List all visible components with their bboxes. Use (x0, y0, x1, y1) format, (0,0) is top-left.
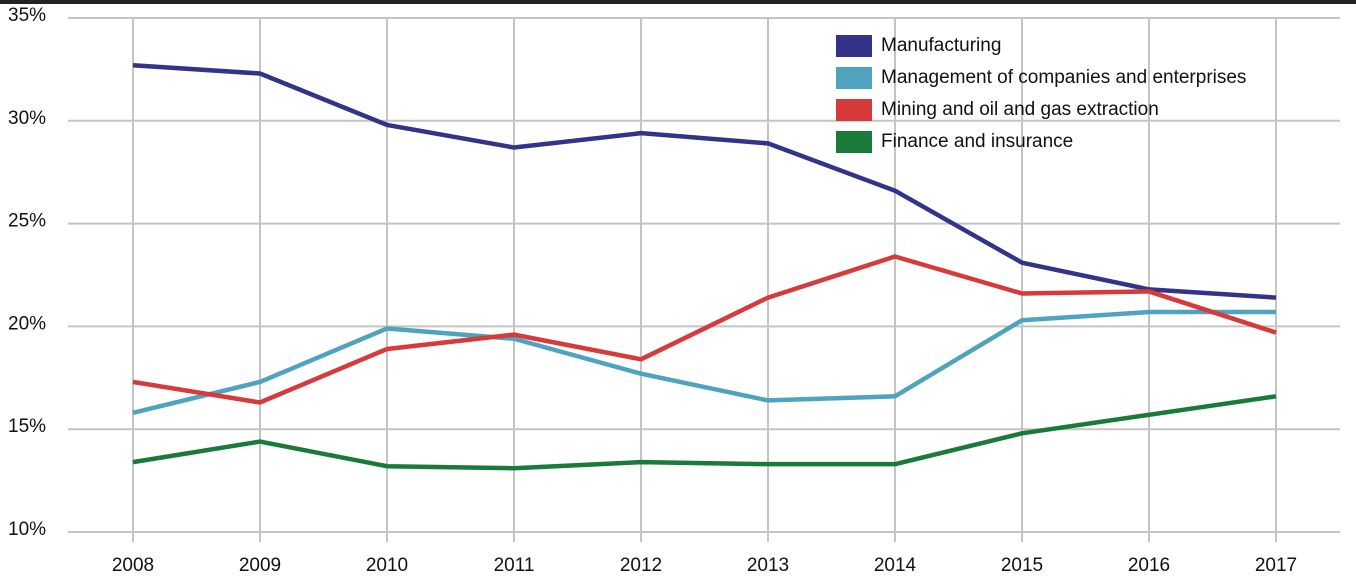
x-tick-label: 2010 (366, 555, 408, 576)
x-tick-label: 2012 (620, 555, 662, 576)
y-tick-label: 30% (8, 108, 46, 129)
y-tick-label: 20% (8, 313, 46, 334)
y-tick-label: 10% (8, 519, 46, 540)
x-tick-label: 2011 (494, 555, 535, 576)
series-line (132, 254, 1277, 405)
x-tick-label: 2014 (874, 555, 917, 576)
legend-label: Manufacturing (881, 35, 1001, 56)
legend-swatch (836, 131, 872, 153)
x-tick-label: 2017 (1255, 555, 1297, 576)
top-border (0, 0, 1356, 4)
legend: Manufacturing Management of companies and… (836, 35, 1246, 153)
y-tick-label: 35% (8, 5, 46, 26)
y-tick-label: 15% (8, 416, 46, 437)
x-tick-label: 2015 (1001, 555, 1043, 576)
y-tick-label: 25% (8, 211, 46, 232)
x-tick-label: 2016 (1128, 555, 1170, 576)
x-tick-label: 2008 (112, 555, 154, 576)
legend-label: Finance and insurance (881, 131, 1073, 152)
legend-label: Management of companies and enterprises (881, 67, 1246, 88)
series-line (132, 309, 1276, 415)
grid (68, 17, 1340, 542)
legend-label: Mining and oil and gas extraction (881, 99, 1159, 120)
legend-swatch (836, 35, 872, 57)
series-line (132, 394, 1277, 471)
x-tick-label: 2013 (747, 555, 789, 576)
series-line (132, 63, 1277, 300)
legend-swatch (836, 67, 872, 89)
x-tick-label: 2009 (239, 555, 281, 576)
legend-swatch (836, 99, 872, 121)
